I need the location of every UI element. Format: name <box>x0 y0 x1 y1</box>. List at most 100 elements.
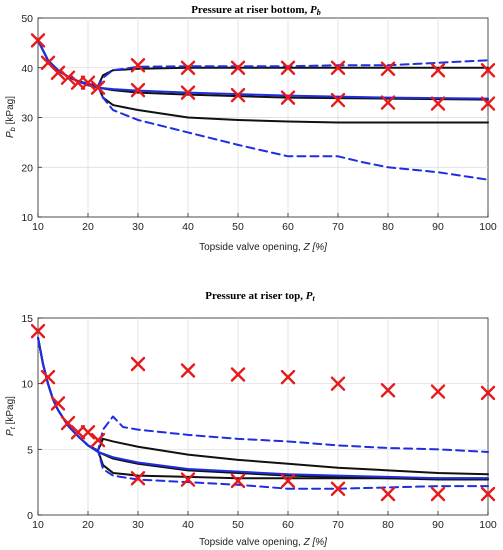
x-tick-label: 100 <box>479 519 497 531</box>
x-axis-label: Topside valve opening, Z [%] <box>199 537 327 548</box>
marker-stroke <box>70 75 86 90</box>
data-point-marker <box>380 486 396 502</box>
marker-stroke <box>330 481 346 496</box>
chart-title: Pressure at riser bottom, Pb <box>191 4 321 17</box>
marker-stroke <box>330 376 346 391</box>
data-point-marker <box>480 96 496 111</box>
y-tick-label: 30 <box>21 113 33 125</box>
marker-stroke <box>130 58 146 73</box>
data-point-marker <box>480 63 496 78</box>
x-tick-label: 90 <box>432 221 444 233</box>
marker-stroke <box>80 425 96 440</box>
measurement-markers <box>30 323 496 502</box>
data-point-marker <box>230 60 246 75</box>
y-tick-label: 10 <box>21 212 33 224</box>
y-tick-label: 10 <box>21 379 33 391</box>
marker-stroke <box>380 486 396 502</box>
x-tick-label: 20 <box>82 221 94 233</box>
marker-stroke <box>40 369 56 385</box>
marker-stroke <box>30 33 46 48</box>
data-point-marker <box>280 90 296 105</box>
data-point-marker <box>430 96 446 111</box>
marker-stroke <box>280 369 296 385</box>
marker-stroke <box>90 80 106 95</box>
x-tick-label: 10 <box>32 519 44 531</box>
marker-stroke <box>60 415 76 431</box>
grid-lines <box>38 18 488 217</box>
y-tick-label: 40 <box>21 63 33 75</box>
data-point-marker <box>80 425 96 440</box>
chart-riser-bottom: Pressure at riser bottom, Pb 10 20 30 40 50 6… <box>5 4 497 253</box>
marker-stroke <box>180 472 196 487</box>
marker-stroke <box>330 92 346 108</box>
marker-stroke <box>130 471 146 486</box>
marker-stroke <box>230 87 246 103</box>
x-tick-label: 70 <box>332 519 344 531</box>
marker-stroke <box>480 96 496 111</box>
data-point-marker <box>430 486 446 502</box>
data-point-marker <box>480 486 496 502</box>
marker-stroke <box>380 383 396 398</box>
x-tick-label: 90 <box>432 519 444 531</box>
data-point-marker <box>30 323 46 339</box>
marker-stroke <box>430 96 446 111</box>
marker-stroke <box>380 61 396 76</box>
x-tick-label: 100 <box>479 221 497 233</box>
marker-stroke <box>280 60 296 75</box>
data-point-marker <box>280 60 296 75</box>
data-point-marker <box>40 369 56 385</box>
data-point-marker <box>130 356 146 372</box>
x-tick-label: 50 <box>232 519 244 531</box>
y-axis-label: Pb [kPag] <box>5 96 17 138</box>
data-point-marker <box>330 92 346 108</box>
marker-stroke <box>330 60 346 75</box>
marker-stroke <box>430 384 446 399</box>
data-point-marker <box>280 369 296 385</box>
chart-title: Pressure at riser top, Pt <box>205 290 315 303</box>
x-tick-label: 20 <box>82 519 94 531</box>
marker-stroke <box>480 486 496 502</box>
marker-stroke <box>430 63 446 78</box>
x-tick-label: 40 <box>182 519 194 531</box>
y-tick-label: 15 <box>21 313 33 325</box>
data-point-marker <box>50 396 66 411</box>
data-point-marker <box>90 432 106 448</box>
data-point-marker <box>180 85 196 100</box>
data-point-marker <box>30 33 46 48</box>
marker-stroke <box>130 356 146 372</box>
marker-stroke <box>70 425 86 440</box>
data-point-marker <box>180 363 196 378</box>
marker-stroke <box>40 55 56 70</box>
marker-stroke <box>180 85 196 100</box>
data-point-marker <box>380 383 396 398</box>
marker-stroke <box>280 473 296 489</box>
data-point-marker <box>330 60 346 75</box>
marker-stroke <box>50 65 66 80</box>
marker-stroke <box>180 363 196 378</box>
x-tick-label: 50 <box>232 221 244 233</box>
chart-riser-top: Pressure at riser top, Pt 10 20 30 40 50 60 70… <box>5 290 497 548</box>
x-tick-label: 80 <box>382 519 394 531</box>
marker-stroke <box>80 75 96 90</box>
marker-stroke <box>380 95 396 110</box>
marker-stroke <box>230 473 246 489</box>
x-tick-label: 40 <box>182 221 194 233</box>
data-point-marker <box>180 60 196 75</box>
data-point-marker <box>180 472 196 487</box>
x-tick-label: 80 <box>382 221 394 233</box>
y-tick-label: 20 <box>21 162 33 174</box>
marker-stroke <box>180 60 196 75</box>
data-point-marker <box>430 63 446 78</box>
marker-stroke <box>130 82 146 98</box>
marker-stroke <box>60 70 76 85</box>
marker-stroke <box>50 396 66 411</box>
data-point-marker <box>380 61 396 76</box>
marker-stroke <box>30 323 46 339</box>
y-tick-label: 50 <box>21 13 33 25</box>
data-point-marker <box>130 82 146 98</box>
x-tick-label: 30 <box>132 519 144 531</box>
data-point-marker <box>50 65 66 80</box>
data-point-marker <box>230 473 246 489</box>
data-point-marker <box>130 58 146 73</box>
